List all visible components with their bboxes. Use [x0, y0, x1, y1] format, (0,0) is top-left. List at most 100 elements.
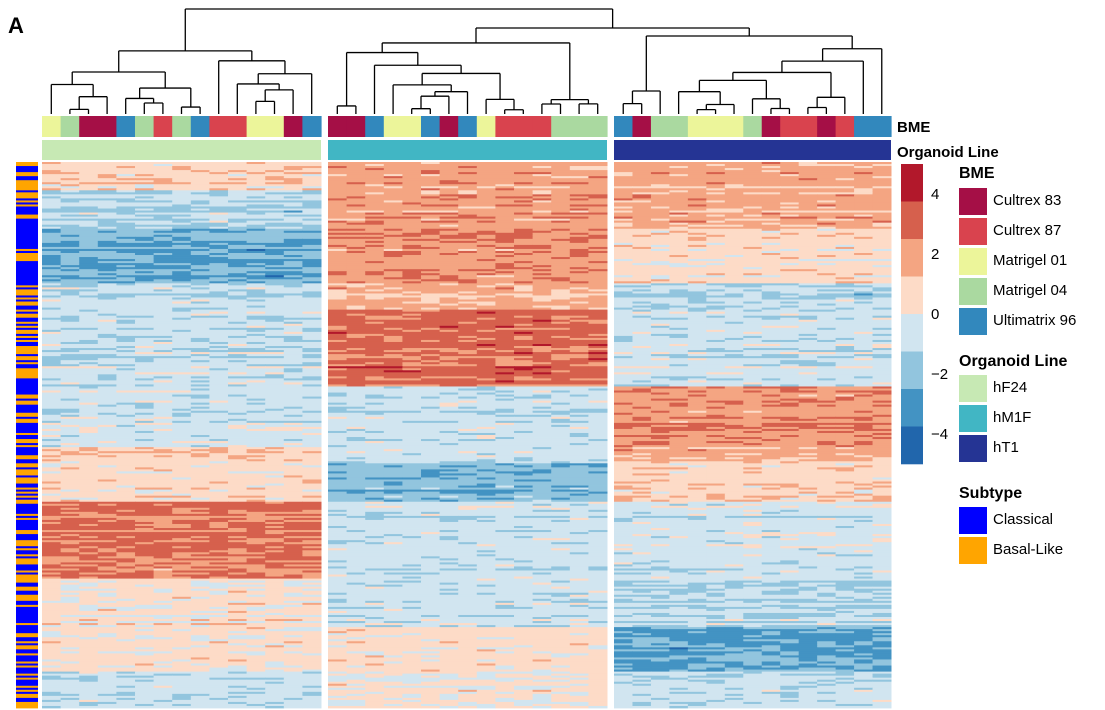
heatmap-cell	[383, 232, 403, 236]
heatmap-cell	[228, 194, 248, 197]
heatmap-cell	[172, 285, 192, 288]
subtype-cell	[16, 465, 38, 468]
heatmap-cell	[346, 267, 366, 270]
heatmap-cell	[439, 212, 459, 215]
heatmap-cell	[780, 319, 800, 323]
heatmap-cell	[650, 253, 670, 256]
heatmap-cell	[798, 352, 818, 355]
heatmap-cell	[476, 325, 496, 329]
heatmap-cell	[153, 180, 173, 183]
heatmap-cell	[328, 358, 348, 361]
heatmap-cell	[283, 354, 303, 357]
heatmap-cell	[439, 253, 459, 256]
heatmap-cell	[854, 301, 874, 304]
heatmap-cell	[743, 285, 763, 288]
heatmap-cell	[283, 212, 303, 215]
heatmap-cell	[569, 253, 589, 256]
heatmap-cell	[650, 255, 670, 258]
heatmap-cell	[283, 362, 303, 365]
heatmap-cell	[365, 178, 385, 181]
heatmap-cell	[551, 236, 571, 240]
heatmap-cell	[872, 250, 892, 254]
heatmap-cell	[495, 236, 515, 240]
heatmap-cell	[650, 263, 670, 266]
heatmap-cell	[724, 269, 744, 272]
subtype-cell	[16, 388, 38, 391]
heatmap-cell	[42, 315, 62, 319]
heatmap-cell	[172, 325, 192, 329]
heatmap-cell	[228, 317, 248, 321]
bme-cell	[817, 116, 837, 137]
heatmap-cell	[761, 180, 781, 183]
heatmap-cell	[835, 348, 855, 351]
heatmap-cell	[42, 255, 62, 258]
heatmap-cell	[872, 277, 892, 280]
heatmap-cell	[439, 188, 459, 191]
heatmap-cell	[328, 362, 348, 365]
heatmap-cell	[190, 236, 210, 240]
heatmap-cell	[228, 323, 248, 327]
heatmap-cell	[439, 261, 459, 264]
heatmap-cell	[551, 358, 571, 361]
heatmap-cell	[495, 346, 515, 349]
heatmap-cell	[265, 216, 285, 220]
heatmap-cell	[135, 168, 155, 171]
heatmap-cell	[743, 236, 763, 240]
heatmap-cell	[328, 192, 348, 195]
heatmap-cell	[439, 182, 459, 185]
heatmap-cell	[743, 200, 763, 203]
heatmap-cell	[476, 344, 496, 347]
heatmap-cell	[588, 317, 608, 321]
heatmap-cell	[190, 257, 210, 260]
heatmap-cell	[60, 317, 80, 321]
heatmap-cell	[302, 214, 322, 217]
heatmap-cell	[228, 279, 248, 282]
heatmap-cell	[614, 172, 633, 175]
heatmap-cell	[383, 238, 403, 242]
heatmap-cell	[514, 360, 534, 363]
heatmap-cell	[632, 287, 652, 290]
heatmap-cell	[743, 192, 763, 195]
heatmap-cell	[439, 220, 459, 224]
heatmap-cell	[835, 331, 855, 335]
subtype-cell	[16, 214, 38, 217]
heatmap-cell	[328, 277, 348, 280]
heatmap-cell	[669, 356, 689, 359]
heatmap-cell	[872, 309, 892, 313]
heatmap-cell	[60, 190, 80, 193]
heatmap-cell	[172, 200, 192, 203]
heatmap-cell	[798, 216, 818, 220]
heatmap-cell	[532, 214, 552, 217]
heatmap-cell	[569, 309, 589, 313]
heatmap-cell	[265, 192, 285, 195]
heatmap-cell	[97, 287, 117, 290]
heatmap-cell	[153, 168, 173, 171]
heatmap-cell	[42, 364, 62, 367]
heatmap-cell	[402, 289, 422, 292]
heatmap-cell	[153, 305, 173, 308]
heatmap-cell	[724, 257, 744, 260]
heatmap-cell	[328, 222, 348, 226]
heatmap-cell	[97, 354, 117, 357]
heatmap-cell	[532, 168, 552, 171]
heatmap-cell	[632, 202, 652, 205]
heatmap-cell	[706, 178, 726, 181]
heatmap-cell	[283, 196, 303, 199]
heatmap-cell	[246, 188, 266, 191]
heatmap-cell	[265, 354, 285, 357]
heatmap-cell	[532, 240, 552, 244]
heatmap-cell	[835, 293, 855, 296]
heatmap-cell	[551, 232, 571, 236]
heatmap-cell	[817, 170, 837, 173]
heatmap-cell	[246, 210, 266, 213]
heatmap-cell	[650, 259, 670, 262]
heatmap-cell	[458, 293, 478, 296]
heatmap-cell	[365, 283, 385, 286]
heatmap-cell	[706, 352, 726, 355]
heatmap-cell	[458, 323, 478, 327]
subtype-cell	[16, 647, 38, 650]
heatmap-cell	[190, 263, 210, 266]
heatmap-cell	[172, 333, 192, 337]
heatmap-cell	[283, 265, 303, 268]
heatmap-cell	[706, 236, 726, 240]
